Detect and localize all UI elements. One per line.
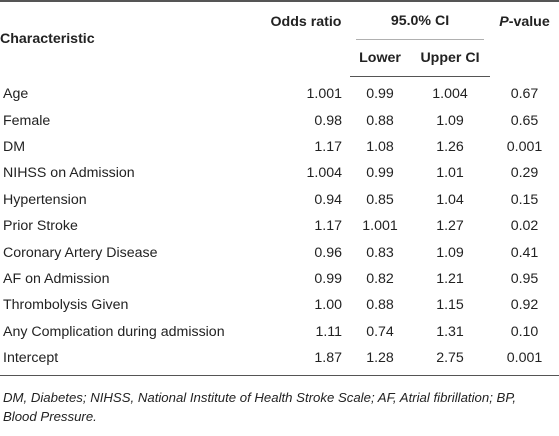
cell-p-value: 0.41: [510, 244, 539, 261]
cell-lower: 0.99: [366, 86, 394, 103]
cell-characteristic: Age: [3, 85, 29, 102]
cell-upper: 1.04: [436, 191, 464, 208]
cell-lower: 0.88: [366, 297, 394, 314]
table-row: DM 1.17 1.08 1.26 0.001: [0, 134, 559, 160]
cell-p-value: 0.001: [506, 138, 543, 155]
cell-upper: 1.09: [436, 112, 464, 129]
cell-lower: 0.85: [366, 191, 394, 208]
header-lower: Lower: [350, 40, 410, 77]
cell-lower: 1.08: [366, 138, 394, 155]
cell-lower: 1.28: [350, 344, 410, 377]
cell-characteristic: DM: [3, 138, 26, 155]
cell-odds-ratio: 1.001: [306, 85, 342, 102]
cell-p-value: 0.95: [510, 270, 539, 287]
cell-characteristic: Any Complication during admission: [3, 323, 225, 340]
table-row: Age 1.001 0.99 1.004 0.67: [0, 77, 559, 108]
cell-upper: 1.26: [436, 138, 464, 155]
cell-odds-ratio: 0.99: [314, 270, 342, 287]
header-p-suffix: -value: [508, 14, 550, 30]
cell-lower: 1.001: [362, 218, 398, 235]
cell-p-value: 0.02: [510, 218, 539, 235]
cell-p-value: 0.29: [510, 165, 539, 182]
ci-divider: [356, 39, 484, 40]
table-row: Hypertension 0.94 0.85 1.04 0.15: [0, 187, 559, 213]
cell-p-value: 0.15: [510, 191, 539, 208]
header-upper: Upper CI: [410, 40, 490, 77]
cell-p-value: 0.67: [510, 85, 539, 102]
cell-odds-ratio: 1.87: [262, 344, 350, 377]
cell-odds-ratio: 0.94: [314, 191, 342, 208]
cell-upper: 1.09: [436, 244, 464, 261]
header-ci: 95.0% CI: [350, 0, 490, 40]
table-row: Thrombolysis Given 1.00 0.88 1.15 0.92: [0, 292, 559, 318]
cell-upper: 1.27: [436, 218, 464, 235]
cell-lower: 0.88: [366, 112, 394, 129]
cell-lower: 0.82: [366, 270, 394, 287]
cell-p-value: 0.92: [510, 297, 539, 314]
cell-odds-ratio: 1.00: [314, 297, 342, 314]
cell-odds-ratio: 1.11: [315, 323, 342, 340]
table-row: NIHSS on Admission 1.004 0.99 1.01 0.29: [0, 160, 559, 186]
table-body: Age 1.001 0.99 1.004 0.67 Female 0.98 0.88 1.09 0…: [0, 77, 559, 377]
header-ci-label: 95.0% CI: [390, 13, 450, 29]
table-row: Prior Stroke 1.17 1.001 1.27 0.02: [0, 213, 559, 239]
table-row: Coronary Artery Disease 0.96 0.83 1.09 0.41: [0, 239, 559, 265]
cell-upper: 1.004: [432, 86, 468, 103]
cell-characteristic: AF on Admission: [3, 270, 110, 287]
cell-lower: 0.74: [366, 323, 394, 340]
table-row: Any Complication during admission 1.11 0.7…: [0, 319, 559, 345]
table-row: AF on Admission 0.99 0.82 1.21 0.95: [0, 266, 559, 292]
header-odds-ratio: Odds ratio: [262, 0, 350, 77]
cell-p-value: 0.001: [490, 344, 559, 377]
cell-characteristic: Coronary Artery Disease: [3, 244, 158, 261]
table-footnote: DM, Diabetes; NIHSS, National Institute …: [3, 390, 517, 424]
cell-characteristic: NIHSS on Admission: [3, 165, 135, 182]
cell-odds-ratio: 0.98: [314, 112, 342, 129]
cell-characteristic: Female: [3, 112, 51, 129]
cell-upper: 1.01: [436, 165, 464, 182]
cell-p-value: 0.10: [510, 323, 539, 340]
table-row: Intercept 1.87 1.28 2.75 0.001: [0, 344, 559, 377]
cell-characteristic: Prior Stroke: [3, 218, 78, 235]
cell-characteristic: Hypertension: [3, 191, 87, 208]
cell-upper: 1.21: [436, 270, 464, 287]
cell-upper: 1.31: [436, 323, 464, 340]
header-p-letter: P: [499, 14, 509, 30]
cell-characteristic: Intercept: [0, 344, 262, 377]
table-header: Characteristic Odds ratio 95.0% CI P-val…: [0, 0, 559, 77]
results-table: Characteristic Odds ratio 95.0% CI P-val…: [0, 0, 559, 377]
cell-upper: 1.15: [436, 297, 464, 314]
cell-odds-ratio: 0.96: [314, 244, 342, 261]
cell-odds-ratio: 1.004: [306, 165, 342, 182]
cell-lower: 0.83: [366, 244, 394, 261]
cell-characteristic: Thrombolysis Given: [3, 297, 129, 314]
table-row: Female 0.98 0.88 1.09 0.65: [0, 107, 559, 133]
cell-p-value: 0.65: [510, 112, 539, 129]
cell-odds-ratio: 1.17: [314, 218, 342, 235]
header-p-value: P-value: [490, 0, 559, 77]
header-characteristic: Characteristic: [0, 0, 262, 77]
cell-upper: 2.75: [410, 344, 490, 377]
cell-lower: 0.99: [366, 165, 394, 182]
cell-odds-ratio: 1.17: [314, 138, 342, 155]
